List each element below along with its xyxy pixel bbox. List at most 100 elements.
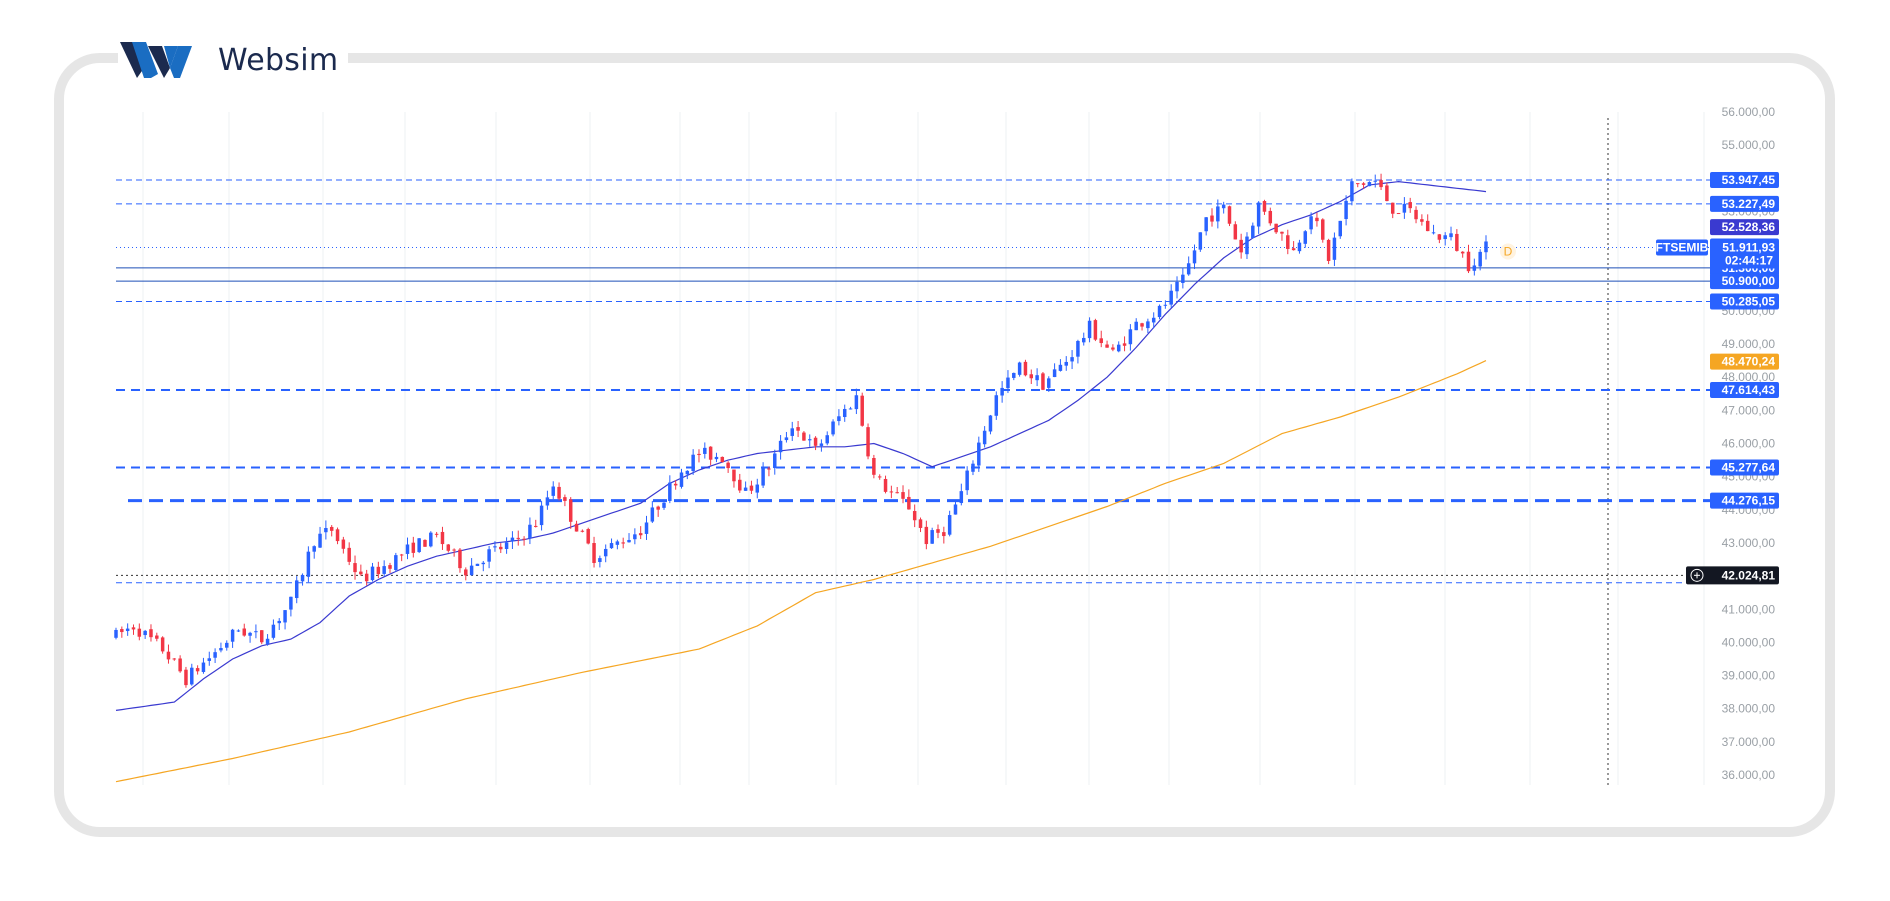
candle-body xyxy=(720,456,725,463)
candle xyxy=(120,626,124,638)
candle xyxy=(1012,372,1016,381)
candle-body xyxy=(1321,219,1325,240)
y-tick-label: 46.000,00 xyxy=(1722,437,1776,451)
candle xyxy=(796,421,800,438)
candle xyxy=(825,431,829,446)
candle xyxy=(481,560,486,572)
candle-body xyxy=(510,537,515,542)
candle xyxy=(1315,212,1319,227)
candle xyxy=(609,538,614,549)
candle-body xyxy=(1105,344,1109,348)
candle-body xyxy=(236,630,241,632)
candle-body xyxy=(1431,232,1436,234)
candle xyxy=(773,449,777,475)
candle-body xyxy=(219,648,223,651)
candle-body xyxy=(1367,182,1372,187)
candle xyxy=(621,537,625,549)
candle xyxy=(1455,229,1459,252)
candle xyxy=(930,527,934,544)
candle-body xyxy=(650,507,655,522)
candle-body xyxy=(586,529,590,544)
candle xyxy=(534,519,538,528)
candle xyxy=(370,562,375,582)
candle xyxy=(1146,318,1150,334)
candle-body xyxy=(988,415,993,432)
candle-body xyxy=(883,478,888,492)
candle xyxy=(1099,330,1103,348)
candle xyxy=(1425,214,1430,232)
last-price-badge: 51.911,93 xyxy=(1722,241,1775,255)
candle xyxy=(994,391,999,420)
candle-body xyxy=(918,519,923,528)
candle xyxy=(516,530,520,546)
y-tick-label: 37.000,00 xyxy=(1722,735,1776,749)
candle xyxy=(487,545,491,569)
candle-body xyxy=(1420,219,1424,222)
candle-body xyxy=(166,651,171,660)
candle xyxy=(1198,232,1203,252)
candle-body xyxy=(1023,361,1028,376)
candle-body xyxy=(382,566,386,574)
candle-body xyxy=(242,628,246,636)
candle xyxy=(1058,359,1063,372)
candle xyxy=(411,536,416,558)
candle xyxy=(837,409,841,426)
y-tick-label: 48.000,00 xyxy=(1722,370,1776,384)
candle xyxy=(860,392,864,427)
ma-long-badge-bg xyxy=(1710,353,1779,370)
y-tick-label: 56.000,00 xyxy=(1722,105,1776,119)
candle-body xyxy=(1326,239,1331,261)
candle-body xyxy=(131,627,136,630)
price-level-badge: 47.614,43 xyxy=(1722,383,1776,397)
candle xyxy=(1023,359,1028,377)
candle xyxy=(784,431,789,443)
candle-body xyxy=(172,658,177,660)
candle-body xyxy=(1181,274,1185,283)
candle-body xyxy=(1076,340,1080,357)
candle xyxy=(971,460,975,476)
candle-body xyxy=(1198,232,1203,250)
candle-body xyxy=(1012,372,1016,378)
candle-body xyxy=(493,546,497,548)
candle xyxy=(1431,224,1436,235)
candle xyxy=(615,539,620,550)
candle xyxy=(907,489,911,510)
candle-body xyxy=(481,562,486,565)
candle xyxy=(580,529,585,533)
candle xyxy=(563,494,567,507)
candle xyxy=(627,533,631,543)
price-level-badge-bg xyxy=(1710,273,1779,290)
candle xyxy=(236,629,241,633)
candle xyxy=(1035,368,1039,387)
y-tick-label: 38.000,00 xyxy=(1722,702,1776,716)
candle-body xyxy=(1373,180,1377,182)
candle xyxy=(1064,356,1068,371)
candle xyxy=(1076,339,1080,364)
candle-body xyxy=(417,538,421,553)
candle xyxy=(1047,376,1051,392)
candle-body xyxy=(872,458,876,475)
candle xyxy=(656,505,660,517)
candle xyxy=(1227,205,1232,227)
price-level-badge-bg xyxy=(1710,492,1779,509)
candle-body xyxy=(265,638,270,644)
candle xyxy=(254,624,258,639)
candle xyxy=(382,560,386,577)
candle xyxy=(883,475,888,494)
ma-long-line xyxy=(115,360,1487,783)
candle-body xyxy=(359,571,363,575)
candle xyxy=(242,623,246,637)
candle-body xyxy=(563,497,567,501)
candle-body xyxy=(982,430,987,445)
candle xyxy=(1379,173,1383,191)
candle-body xyxy=(440,531,445,545)
candle-body xyxy=(271,624,276,638)
candle xyxy=(359,564,363,576)
candle xyxy=(1303,230,1308,248)
candle-body xyxy=(335,529,340,542)
ma-short-line xyxy=(115,180,1487,711)
candle-body xyxy=(942,532,946,537)
candle-body xyxy=(1204,217,1208,232)
candle-body xyxy=(254,631,258,633)
